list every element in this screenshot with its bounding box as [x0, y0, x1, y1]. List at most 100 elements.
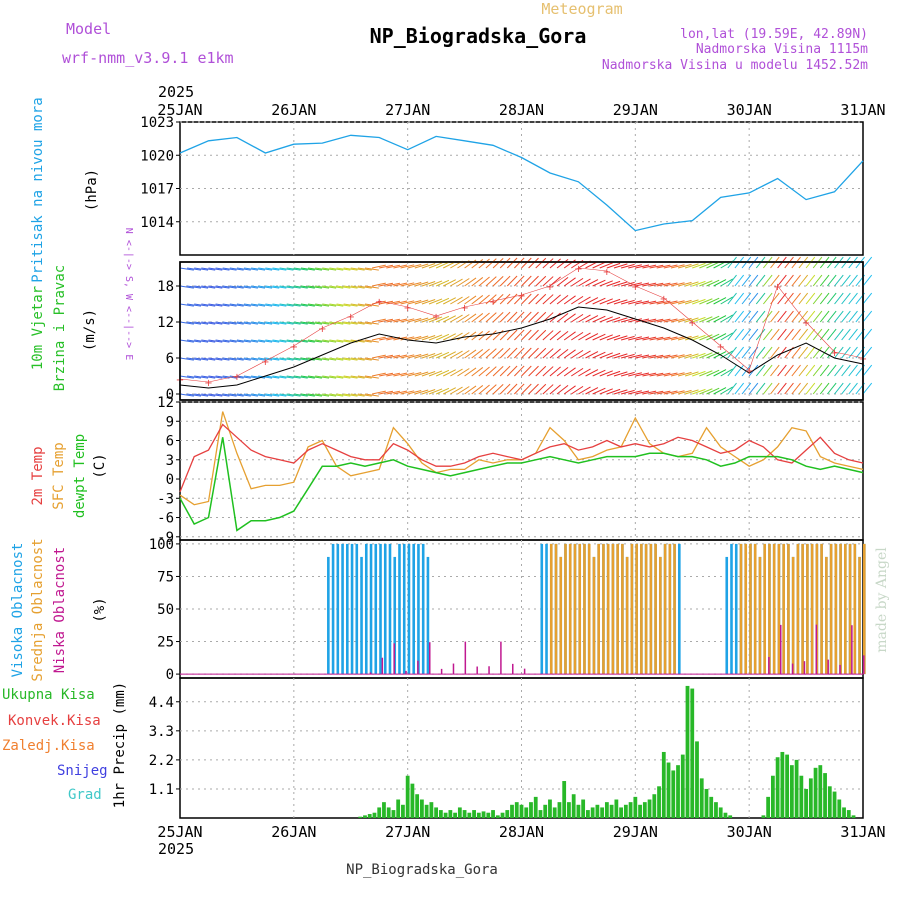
- wind-barb: [222, 375, 237, 379]
- wind-barb: [599, 334, 613, 341]
- date-label-bottom: 29JAN: [613, 823, 658, 841]
- wind-barb: [286, 285, 301, 289]
- y-tick-label: -9: [157, 530, 174, 546]
- wind-barb: [315, 339, 330, 343]
- wind-barb: [834, 310, 844, 323]
- wind-barb: [841, 364, 851, 377]
- cloud-bar-high: [412, 543, 416, 675]
- wind-barb: [741, 274, 752, 287]
- wind-barb: [734, 382, 745, 395]
- wind-barb: [265, 321, 280, 325]
- wind-barb: [215, 267, 230, 271]
- wind-barb: [300, 393, 315, 397]
- wind-barb: [350, 321, 365, 325]
- wind-barb: [727, 328, 737, 341]
- legend-convective-rain: Konvek.Kisa: [8, 713, 101, 729]
- wind-barb: [727, 382, 737, 395]
- wind-barb: [798, 364, 809, 377]
- wind-barb: [414, 389, 429, 395]
- wind-barb: [663, 318, 678, 323]
- wind-barb: [528, 329, 539, 341]
- wind-barb: [478, 294, 490, 305]
- wind-barb: [371, 282, 386, 287]
- wind-barb: [379, 354, 394, 359]
- wind-barb: [578, 278, 591, 287]
- cloud-bar-mid: [758, 556, 762, 675]
- wind-barb: [834, 328, 844, 341]
- wind-barb: [556, 312, 569, 323]
- precip-bar: [562, 781, 567, 818]
- wind-barb: [841, 382, 851, 395]
- wind-ylabel: 10m Vjetar: [30, 286, 46, 370]
- cloud-bar-mid: [772, 543, 776, 675]
- wind-barb: [350, 357, 365, 361]
- wind-barb: [521, 383, 532, 395]
- wind-barb: [841, 310, 851, 323]
- watermark: made by Angel: [874, 547, 890, 653]
- wind-barb: [585, 333, 599, 341]
- wind-barb: [286, 393, 301, 397]
- wind-barb: [364, 357, 379, 361]
- wind-barb: [478, 258, 490, 269]
- wind-barb: [649, 264, 664, 269]
- cloud-bar-mid: [825, 556, 828, 675]
- wind-barb: [549, 366, 561, 377]
- wind-barb: [251, 267, 266, 271]
- wind-barb: [741, 346, 752, 359]
- wind-barb: [755, 310, 766, 323]
- wind-barb: [521, 293, 532, 305]
- precip-bar: [415, 794, 420, 818]
- precip-bar: [842, 807, 846, 818]
- cloud-bar-mid: [644, 543, 648, 675]
- wind-barb: [755, 292, 766, 305]
- wind-barb: [386, 354, 401, 359]
- wind-barb: [663, 390, 678, 395]
- cloud-bar-mid: [592, 556, 596, 675]
- wind-barb: [805, 346, 816, 359]
- wind-barb: [628, 282, 642, 287]
- wind-barb: [549, 330, 561, 341]
- wind-barb: [506, 311, 518, 323]
- wind-barb: [755, 364, 766, 377]
- wind-barb: [563, 331, 576, 341]
- wind-barb: [194, 285, 209, 289]
- wind-barb: [862, 274, 873, 287]
- wind-barb: [741, 328, 752, 341]
- wind-barb: [215, 321, 230, 325]
- wind-barb: [279, 357, 294, 361]
- wind-barb: [812, 364, 823, 377]
- wind-barb: [805, 364, 816, 377]
- precip-bar: [453, 812, 457, 818]
- wind-barb: [713, 387, 727, 395]
- wind-barb: [521, 329, 532, 341]
- wind-barb: [322, 339, 337, 343]
- wind-barb: [542, 294, 554, 305]
- wind-barb: [506, 257, 518, 269]
- precip-bar: [652, 794, 657, 818]
- wind-barb: [379, 390, 394, 395]
- wind-barb: [585, 279, 599, 287]
- wind-barb: [535, 347, 547, 359]
- cloud-bar-mid: [782, 543, 785, 675]
- date-label-bottom: 27JAN: [385, 823, 430, 841]
- wind-barb: [443, 279, 456, 287]
- wind-barb: [556, 366, 569, 377]
- precip-bar: [714, 802, 718, 818]
- wind-barb: [464, 385, 477, 395]
- wind-barb: [407, 335, 422, 341]
- wind-barb: [464, 313, 477, 323]
- wind-barb: [407, 353, 422, 359]
- precip-panel: 1.1 2.2 3.3 4.4: [149, 677, 864, 819]
- wind-barb: [805, 292, 816, 305]
- wind-barb: [187, 393, 202, 397]
- wind-barb: [265, 285, 280, 289]
- wind-barb: [428, 316, 443, 323]
- wind-barb: [272, 375, 287, 379]
- wind-barb: [315, 375, 330, 379]
- wind-barb: [265, 393, 280, 397]
- precip-bar: [576, 804, 581, 818]
- wind-barb: [720, 314, 734, 323]
- precip-bar: [718, 807, 723, 818]
- wind-barb: [208, 375, 223, 379]
- wind-barb: [578, 368, 591, 377]
